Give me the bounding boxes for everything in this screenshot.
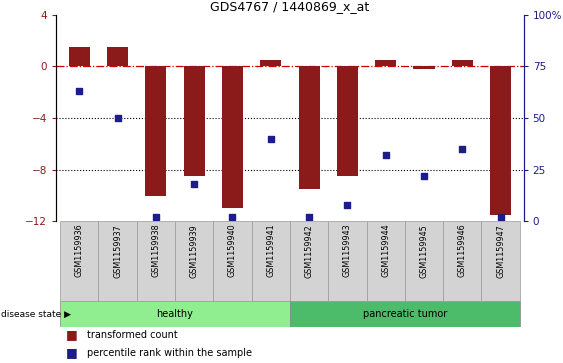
Bar [60, 221, 99, 301]
Point [419, 173, 428, 179]
Text: GSM1159937: GSM1159937 [113, 224, 122, 278]
Bar [107, 47, 128, 66]
Bar [328, 221, 367, 301]
Bar [145, 66, 167, 196]
Text: percentile rank within the sample: percentile rank within the sample [87, 348, 252, 358]
Point [305, 215, 314, 220]
Point [343, 202, 352, 208]
Bar [375, 60, 396, 66]
Text: GSM1159944: GSM1159944 [381, 224, 390, 277]
Bar [490, 66, 511, 215]
Text: disease state ▶: disease state ▶ [1, 310, 70, 318]
Bar [60, 301, 290, 327]
Text: GSM1159940: GSM1159940 [228, 224, 237, 277]
Text: GSM1159943: GSM1159943 [343, 224, 352, 277]
Text: GSM1159947: GSM1159947 [496, 224, 505, 278]
Bar [213, 221, 252, 301]
Bar [290, 221, 328, 301]
Bar [298, 66, 320, 189]
Bar [184, 66, 205, 176]
Bar [252, 221, 290, 301]
Point [151, 215, 160, 220]
Text: GSM1159945: GSM1159945 [419, 224, 428, 278]
Text: GSM1159939: GSM1159939 [190, 224, 199, 278]
Text: transformed count: transformed count [87, 330, 177, 340]
Bar [260, 60, 282, 66]
Point [75, 88, 84, 94]
Bar [175, 221, 213, 301]
Bar [481, 221, 520, 301]
Point [228, 215, 237, 220]
Point [496, 215, 505, 220]
Point [266, 136, 275, 142]
Text: GSM1159946: GSM1159946 [458, 224, 467, 277]
Bar [367, 221, 405, 301]
Text: pancreatic tumor: pancreatic tumor [363, 309, 447, 319]
Bar [290, 301, 520, 327]
Point [458, 146, 467, 152]
Title: GDS4767 / 1440869_x_at: GDS4767 / 1440869_x_at [211, 0, 369, 13]
Bar [222, 66, 243, 208]
Bar [137, 221, 175, 301]
Bar [443, 221, 481, 301]
Point [381, 152, 390, 158]
Bar [337, 66, 358, 176]
Text: ■: ■ [66, 346, 77, 359]
Bar [405, 221, 443, 301]
Bar [413, 66, 435, 69]
Text: GSM1159941: GSM1159941 [266, 224, 275, 277]
Text: GSM1159942: GSM1159942 [305, 224, 314, 278]
Bar [99, 221, 137, 301]
Bar [452, 60, 473, 66]
Text: GSM1159938: GSM1159938 [151, 224, 160, 277]
Bar [69, 47, 90, 66]
Point [113, 115, 122, 121]
Text: ■: ■ [66, 329, 77, 341]
Text: GSM1159936: GSM1159936 [75, 224, 84, 277]
Point [190, 181, 199, 187]
Text: healthy: healthy [157, 309, 194, 319]
